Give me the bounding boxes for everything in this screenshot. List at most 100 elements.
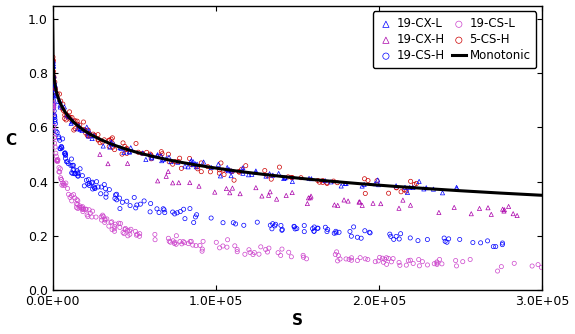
19-CX-H	[95, 152, 105, 157]
19-CS-L	[509, 261, 519, 266]
19-CS-L	[81, 206, 90, 212]
5-CS-H	[296, 175, 305, 180]
19-CX-L	[166, 159, 175, 164]
5-CS-H	[323, 180, 332, 185]
19-CS-H	[323, 227, 332, 232]
5-CS-H	[64, 114, 73, 119]
5-CS-H	[48, 57, 58, 63]
19-CS-H	[48, 82, 58, 88]
19-CS-L	[298, 253, 308, 258]
19-CS-H	[110, 196, 120, 201]
19-CS-L	[54, 169, 63, 174]
19-CS-L	[353, 258, 362, 263]
19-CS-H	[58, 136, 67, 142]
19-CX-L	[78, 128, 87, 133]
19-CS-L	[123, 233, 132, 238]
19-CS-L	[73, 198, 82, 203]
19-CX-H	[306, 195, 315, 200]
19-CX-L	[67, 121, 76, 126]
5-CS-H	[197, 169, 206, 174]
5-CS-H	[396, 189, 405, 194]
5-CS-H	[73, 122, 82, 127]
5-CS-H	[99, 137, 109, 143]
19-CX-L	[238, 165, 247, 171]
19-CS-H	[54, 135, 63, 141]
19-CS-L	[48, 104, 58, 109]
19-CS-H	[392, 234, 401, 239]
19-CX-L	[90, 133, 99, 138]
19-CS-H	[191, 214, 200, 220]
19-CX-H	[104, 161, 113, 166]
19-CX-L	[304, 176, 313, 181]
5-CS-H	[177, 166, 186, 171]
19-CS-L	[438, 261, 447, 267]
19-CX-L	[67, 119, 76, 125]
19-CS-H	[49, 98, 58, 103]
19-CX-L	[48, 58, 58, 64]
19-CX-L	[223, 165, 232, 170]
19-CS-L	[415, 263, 424, 269]
19-CX-L	[336, 183, 346, 189]
5-CS-H	[75, 122, 85, 128]
19-CS-H	[423, 237, 432, 242]
5-CS-H	[81, 128, 90, 133]
19-CX-H	[486, 212, 496, 217]
19-CS-H	[300, 229, 309, 234]
19-CX-L	[189, 159, 198, 164]
19-CS-H	[49, 103, 59, 108]
19-CS-H	[96, 191, 105, 196]
19-CS-L	[188, 242, 197, 248]
19-CS-H	[266, 222, 275, 228]
19-CS-H	[73, 173, 82, 179]
5-CS-H	[313, 178, 323, 183]
19-CS-H	[92, 179, 101, 184]
19-CS-L	[59, 183, 68, 188]
19-CS-H	[310, 224, 319, 230]
5-CS-H	[66, 117, 75, 122]
5-CS-H	[329, 178, 338, 184]
19-CS-H	[331, 229, 340, 234]
5-CS-H	[218, 167, 228, 173]
5-CS-H	[118, 140, 128, 146]
19-CS-L	[387, 259, 396, 265]
19-CS-H	[405, 235, 415, 240]
19-CS-L	[51, 151, 60, 156]
5-CS-H	[48, 59, 58, 64]
5-CS-H	[174, 159, 183, 164]
19-CX-L	[48, 63, 58, 68]
19-CX-H	[282, 193, 291, 198]
19-CX-L	[64, 114, 74, 120]
19-CS-H	[192, 212, 201, 217]
19-CX-H	[168, 180, 177, 185]
19-CS-L	[414, 257, 423, 262]
19-CS-H	[60, 150, 70, 156]
19-CS-L	[97, 214, 106, 219]
5-CS-H	[216, 160, 225, 166]
19-CS-H	[349, 224, 358, 229]
19-CS-H	[67, 170, 76, 176]
19-CS-H	[64, 161, 73, 166]
19-CS-L	[389, 256, 398, 261]
19-CX-H	[185, 180, 194, 185]
19-CX-H	[251, 185, 260, 190]
19-CS-H	[155, 210, 164, 215]
19-CS-H	[267, 226, 277, 231]
19-CS-H	[82, 178, 91, 183]
19-CS-L	[332, 249, 341, 255]
19-CX-L	[107, 139, 116, 145]
19-CS-H	[62, 159, 71, 164]
19-CS-H	[73, 170, 82, 176]
19-CS-L	[361, 256, 370, 262]
19-CS-H	[489, 244, 498, 249]
19-CS-L	[48, 104, 58, 109]
19-CX-L	[50, 82, 59, 87]
19-CS-H	[118, 200, 127, 205]
19-CS-H	[70, 167, 79, 172]
19-CX-L	[403, 190, 412, 195]
19-CX-L	[191, 164, 201, 169]
19-CS-L	[274, 250, 283, 256]
5-CS-H	[71, 126, 80, 131]
19-CX-L	[281, 175, 290, 180]
19-CS-L	[276, 253, 285, 258]
19-CS-L	[395, 263, 404, 268]
